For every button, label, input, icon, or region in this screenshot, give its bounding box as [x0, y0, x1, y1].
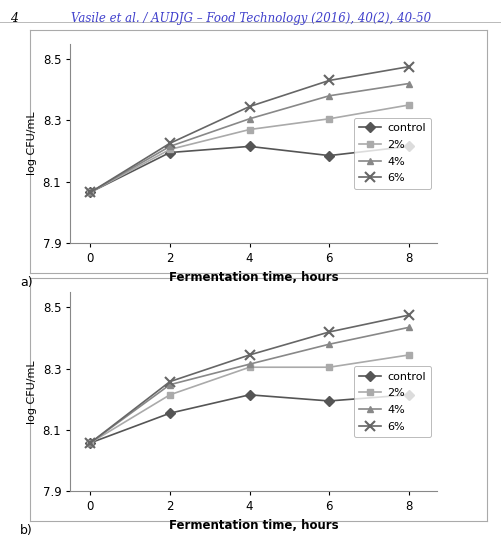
- 2%: [87, 440, 93, 446]
- Line: 6%: 6%: [85, 62, 413, 197]
- control: [166, 410, 172, 417]
- 4%: [326, 341, 332, 347]
- 2%: [326, 364, 332, 371]
- 2%: [326, 116, 332, 122]
- Line: 6%: 6%: [85, 310, 413, 448]
- 6%: [87, 440, 93, 446]
- Text: Vasile et al. / AUDJG – Food Technology (2016), 40(2), 40-50: Vasile et al. / AUDJG – Food Technology …: [71, 12, 430, 25]
- 4%: [166, 382, 172, 388]
- control: [87, 440, 93, 446]
- 6%: [405, 312, 411, 318]
- 2%: [87, 189, 93, 195]
- Text: b): b): [20, 524, 33, 537]
- 4%: [246, 116, 252, 122]
- Line: 2%: 2%: [87, 352, 411, 447]
- control: [246, 391, 252, 398]
- Text: 4: 4: [10, 12, 18, 25]
- 4%: [246, 361, 252, 367]
- Line: 4%: 4%: [87, 80, 411, 196]
- Line: control: control: [87, 143, 411, 196]
- Y-axis label: log CFU/mL: log CFU/mL: [27, 111, 37, 175]
- control: [246, 143, 252, 150]
- 2%: [405, 102, 411, 108]
- Line: 4%: 4%: [87, 324, 411, 447]
- 6%: [166, 140, 172, 147]
- 6%: [326, 329, 332, 335]
- control: [87, 189, 93, 195]
- 4%: [326, 92, 332, 99]
- 2%: [166, 391, 172, 398]
- control: [166, 149, 172, 156]
- 6%: [166, 378, 172, 385]
- 6%: [326, 77, 332, 84]
- 2%: [405, 352, 411, 358]
- Legend: control, 2%, 4%, 6%: control, 2%, 4%, 6%: [353, 118, 430, 189]
- Y-axis label: log CFU/mL: log CFU/mL: [27, 360, 37, 424]
- control: [326, 397, 332, 404]
- Text: a): a): [20, 276, 33, 289]
- 4%: [166, 143, 172, 150]
- 4%: [405, 80, 411, 87]
- 6%: [405, 63, 411, 70]
- 4%: [87, 189, 93, 195]
- control: [405, 391, 411, 398]
- 2%: [246, 126, 252, 133]
- 4%: [405, 324, 411, 331]
- control: [326, 152, 332, 159]
- Legend: control, 2%, 4%, 6%: control, 2%, 4%, 6%: [353, 366, 430, 437]
- 6%: [87, 189, 93, 195]
- Line: control: control: [87, 391, 411, 447]
- 2%: [166, 146, 172, 153]
- Line: 2%: 2%: [87, 102, 411, 196]
- 2%: [246, 364, 252, 371]
- 6%: [246, 103, 252, 110]
- 4%: [87, 440, 93, 446]
- X-axis label: Fermentation time, hours: Fermentation time, hours: [168, 519, 338, 532]
- control: [405, 143, 411, 150]
- 6%: [246, 352, 252, 358]
- X-axis label: Fermentation time, hours: Fermentation time, hours: [168, 271, 338, 283]
